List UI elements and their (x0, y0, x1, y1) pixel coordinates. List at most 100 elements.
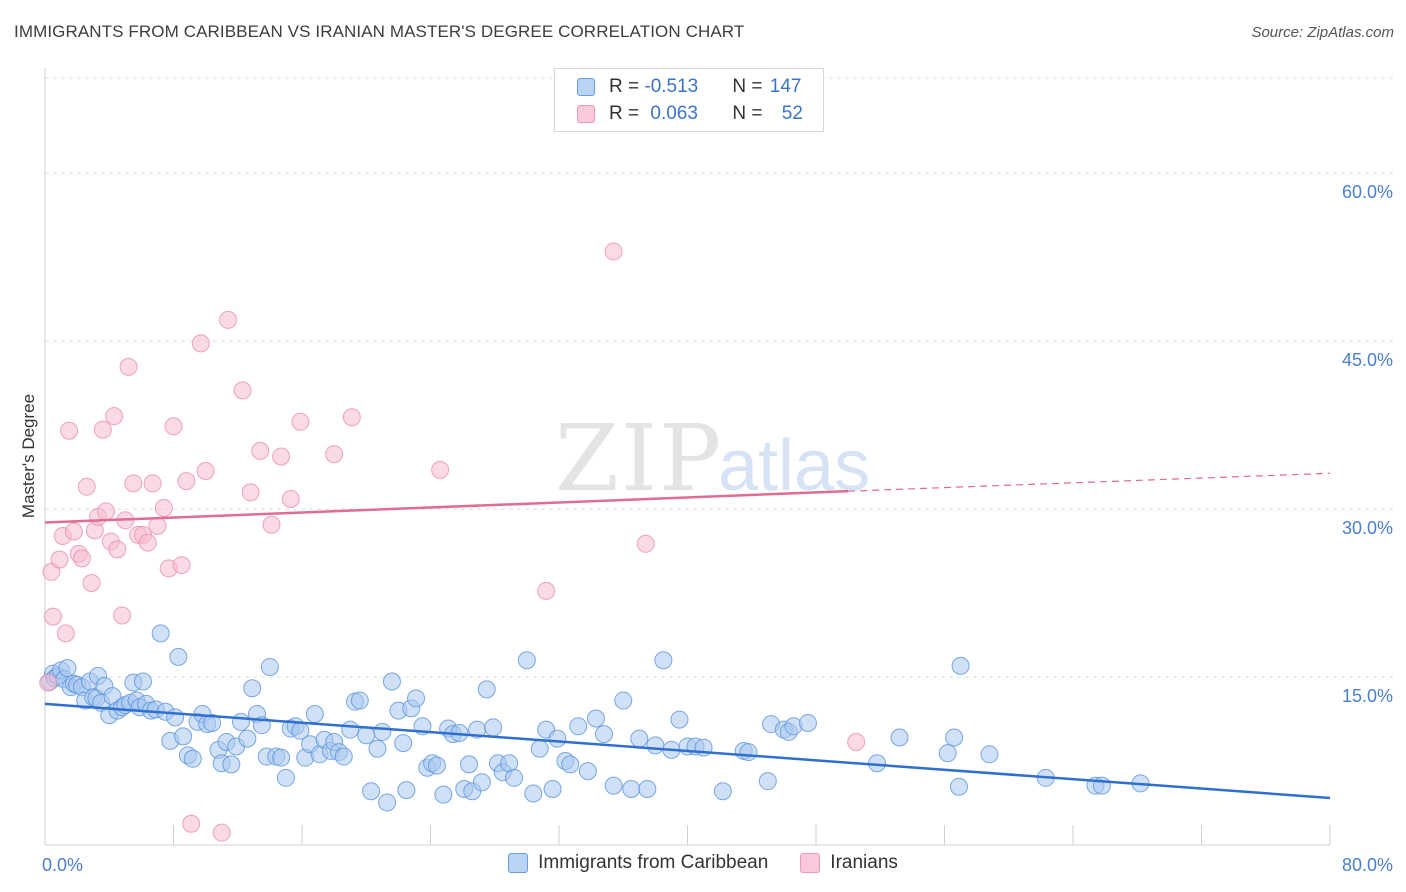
caribbean-point (350, 691, 369, 710)
y-axis-label: Master's Degree (19, 394, 38, 518)
iranian-trend-extension (848, 472, 1331, 492)
watermark-zip: ZIP (555, 405, 723, 512)
caribbean-point (938, 744, 957, 763)
caribbean-point (890, 728, 909, 747)
axis-layer: 15.0% 30.0% 45.0% 60.0% 0.0% 80.0% (42, 68, 1393, 875)
iranian-point (233, 381, 252, 400)
caribbean-point (798, 713, 817, 732)
caribbean-point (243, 679, 262, 698)
caribbean-point (58, 659, 77, 678)
caribbean-point (630, 729, 649, 748)
caribbean-point (373, 722, 392, 741)
legend-box: R = -0.513 N = 147 R = 0.063 N = 52 (554, 68, 824, 132)
iranian-point (72, 549, 91, 568)
iranian-point (164, 417, 183, 436)
bottom-legend-label: Iranians (830, 852, 898, 873)
x-tick-label: 0.0% (42, 855, 83, 875)
caribbean-point (951, 656, 970, 675)
caribbean-point (407, 689, 426, 708)
caribbean-point (260, 657, 279, 676)
legend-n-label: N = (732, 103, 768, 124)
iranian-point (93, 420, 112, 439)
iranian-point (113, 606, 132, 625)
trend-layer (44, 472, 1331, 800)
iranian-point (64, 522, 83, 541)
legend-r-label: R = (609, 76, 645, 97)
legend-r-label: R = (609, 103, 645, 124)
iranian-point (847, 732, 866, 751)
iranian-point (636, 534, 655, 553)
caribbean-point (758, 772, 777, 791)
iranian-point (154, 498, 173, 517)
caribbean-point (646, 736, 665, 755)
bottom-legend: Immigrants from Caribbean Iranians (0, 852, 1406, 874)
legend-n-label: N = (732, 76, 768, 97)
caribbean-point (151, 624, 170, 643)
source-label: Source: ZipAtlas.com (1251, 24, 1394, 41)
x-tick-label: 80.0% (1342, 855, 1393, 875)
iranian-point (82, 573, 101, 592)
caribbean-point (382, 672, 401, 691)
iranian-point (108, 540, 127, 559)
iranian-point (177, 472, 196, 491)
caribbean-point (524, 784, 543, 803)
caribbean-point (530, 739, 549, 758)
y-tick-label: 45.0% (1342, 350, 1393, 370)
caribbean-point (238, 729, 257, 748)
iranian-point (172, 556, 191, 575)
caribbean-point (543, 780, 562, 799)
caribbean-point (548, 729, 567, 748)
iranian-point (272, 447, 291, 466)
legend-swatch-pink (577, 105, 595, 123)
caribbean-point (604, 776, 623, 795)
legend-n-value: 147 (769, 76, 802, 97)
caribbean-point (505, 768, 524, 787)
caribbean-trend-line (44, 702, 1331, 800)
legend-swatch-blue (577, 78, 595, 96)
bottom-legend-caribbean: Immigrants from Caribbean (508, 852, 768, 874)
caribbean-point (357, 726, 376, 745)
caribbean-point (622, 780, 641, 799)
iranian-point (138, 533, 157, 552)
caribbean-point (272, 748, 291, 767)
caribbean-point (578, 762, 597, 781)
iranian-point (56, 624, 75, 643)
legend-r-value: 0.063 (650, 103, 698, 124)
iranian-point (262, 515, 281, 534)
iranian-point (342, 408, 361, 427)
iranian-point (281, 490, 300, 509)
caribbean-point (980, 745, 999, 764)
iranian-point (143, 474, 162, 493)
iranian-point (182, 814, 201, 833)
iranian-point (105, 407, 124, 426)
caribbean-point (561, 755, 580, 774)
caribbean-point (133, 672, 152, 691)
caribbean-point (183, 749, 202, 768)
caribbean-point (362, 782, 381, 801)
legend-n-value: 52 (781, 103, 803, 124)
y-tick-label: 15.0% (1342, 686, 1393, 706)
legend-r-value: -0.513 (644, 76, 699, 97)
caribbean-point (638, 780, 657, 799)
caribbean-point (334, 747, 353, 766)
legend-row-iranians: R = 0.063 N = 52 (577, 102, 803, 126)
iranian-point (212, 823, 231, 842)
caribbean-point (484, 718, 503, 737)
iranian-point (124, 474, 143, 493)
iranian-trend-line (44, 489, 849, 524)
iranian-point (291, 412, 310, 431)
iranian-point (219, 310, 238, 329)
caribbean-point (397, 781, 416, 800)
caribbean-point (586, 709, 605, 728)
caribbean-point (434, 785, 453, 804)
iranian-point (148, 516, 167, 535)
iranian-point (241, 483, 260, 502)
caribbean-point (276, 768, 295, 787)
caribbean-point (231, 712, 250, 731)
bottom-legend-label: Immigrants from Caribbean (538, 852, 769, 873)
caribbean-point (368, 739, 387, 758)
caribbean-point (713, 782, 732, 801)
iranian-point (60, 421, 79, 440)
caribbean-point (739, 743, 758, 762)
iranian-point (431, 460, 450, 479)
